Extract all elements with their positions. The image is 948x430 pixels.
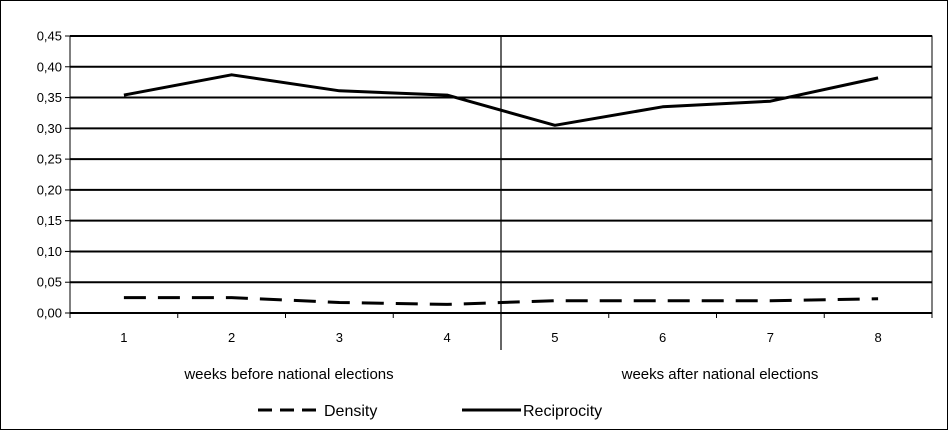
series-line-density bbox=[123, 296, 879, 306]
y-tick-label: 0,45 bbox=[37, 29, 62, 44]
x-tick-label: 3 bbox=[336, 330, 343, 345]
y-tick-label: 0,35 bbox=[37, 90, 62, 105]
x-axis-ticks: 1 2 3 4 5 6 7 8 bbox=[69, 313, 933, 345]
x-tick-label: 6 bbox=[659, 330, 666, 345]
x-tick-label: 8 bbox=[875, 330, 882, 345]
y-tick-label: 0,15 bbox=[37, 213, 62, 228]
series-lines bbox=[123, 73, 879, 306]
y-tick-label: 0,40 bbox=[37, 59, 62, 74]
legend-reciprocity-label: Reciprocity bbox=[523, 403, 602, 420]
group-label-before: weeks before national elections bbox=[183, 366, 393, 383]
legend: Density Reciprocity bbox=[258, 403, 602, 420]
x-tick-label: 2 bbox=[228, 330, 235, 345]
y-tick-label: 0,30 bbox=[37, 121, 62, 136]
x-tick-label: 1 bbox=[120, 330, 127, 345]
x-tick-label: 4 bbox=[444, 330, 451, 345]
legend-density-label: Density bbox=[324, 403, 377, 420]
y-tick-label: 0,05 bbox=[37, 275, 62, 290]
y-tick-label: 0,20 bbox=[37, 182, 62, 197]
group-label-after: weeks after national elections bbox=[621, 366, 819, 383]
y-axis-ticks: 0,00 0,05 0,10 0,15 0,20 0,25 0,30 0,35 0,40 0,45 bbox=[37, 29, 70, 321]
y-tick-label: 0,00 bbox=[37, 306, 62, 321]
y-tick-label: 0,25 bbox=[37, 152, 62, 167]
x-tick-label: 7 bbox=[767, 330, 774, 345]
y-tick-label: 0,10 bbox=[37, 244, 62, 259]
series-line-reciprocity bbox=[123, 73, 879, 127]
x-tick-label: 5 bbox=[551, 330, 558, 345]
